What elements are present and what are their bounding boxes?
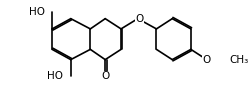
- Text: O: O: [203, 55, 211, 65]
- Text: HO: HO: [47, 71, 63, 81]
- Text: O: O: [101, 71, 109, 81]
- Text: CH₃: CH₃: [229, 55, 248, 65]
- Text: O: O: [136, 14, 144, 24]
- Text: HO: HO: [29, 7, 45, 17]
